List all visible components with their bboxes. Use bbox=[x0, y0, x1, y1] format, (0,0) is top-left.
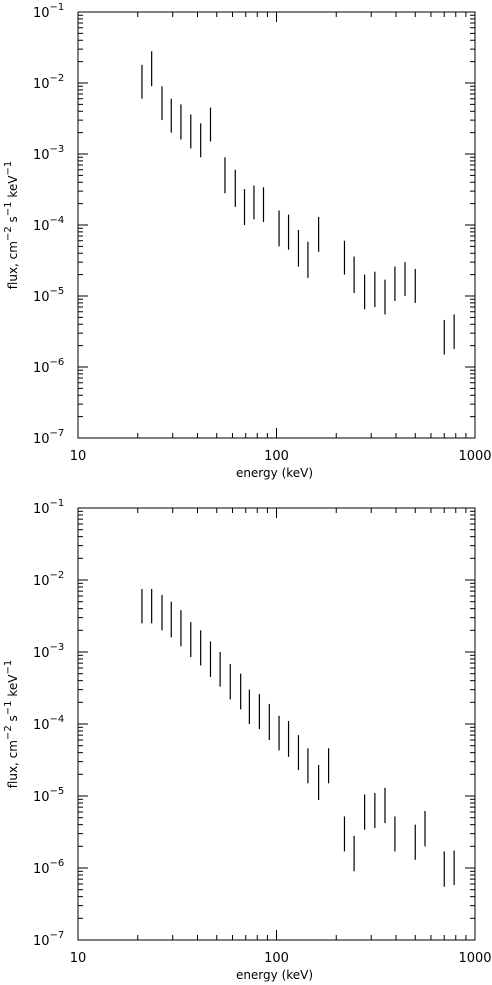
y-tick-label: 10−2 bbox=[33, 73, 64, 92]
x-axis-title: energy (keV) bbox=[236, 968, 313, 982]
y-axis-title: flux, cm−2 s−1 keV−1 bbox=[3, 660, 20, 788]
x-tick-label: 1000 bbox=[458, 449, 491, 464]
x-axis-title: energy (keV) bbox=[236, 466, 313, 480]
chart-panel-1: 10 100 1000 10−7 10−6 10−5 10−4 10−3 10−2 10−1 ene… bbox=[3, 2, 492, 480]
y-tick-label: 10−6 bbox=[33, 858, 64, 877]
y-tick-label: 10−5 bbox=[33, 786, 64, 805]
y-tick-label: 10−1 bbox=[33, 498, 64, 517]
x-tick-label: 100 bbox=[264, 951, 289, 966]
x-tick-label: 1000 bbox=[458, 951, 491, 966]
y-tick-label: 10−4 bbox=[33, 714, 64, 733]
chart-panel-2: 10 100 1000 10−7 10−6 10−5 10−4 10−3 10−2 10−1 ene… bbox=[3, 498, 492, 982]
y-tick-label: 10−3 bbox=[33, 642, 64, 661]
y-tick-label: 10−1 bbox=[33, 2, 64, 21]
plot-frame bbox=[77, 11, 476, 439]
y-tick-label: 10−2 bbox=[33, 570, 64, 589]
y-tick-label: 10−7 bbox=[33, 930, 64, 949]
y-tick-label: 10−5 bbox=[33, 286, 64, 305]
x-tick-label: 10 bbox=[70, 449, 87, 464]
y-tick-label: 10−6 bbox=[33, 357, 64, 376]
x-tick-label: 100 bbox=[264, 449, 289, 464]
plot-frame bbox=[77, 507, 476, 941]
x-tick-label: 10 bbox=[70, 951, 87, 966]
y-tick-label: 10−4 bbox=[33, 215, 64, 234]
y-axis-title: flux, cm−2 s−1 keV−1 bbox=[3, 161, 20, 289]
y-tick-label: 10−7 bbox=[33, 428, 64, 447]
y-tick-label: 10−3 bbox=[33, 144, 64, 163]
